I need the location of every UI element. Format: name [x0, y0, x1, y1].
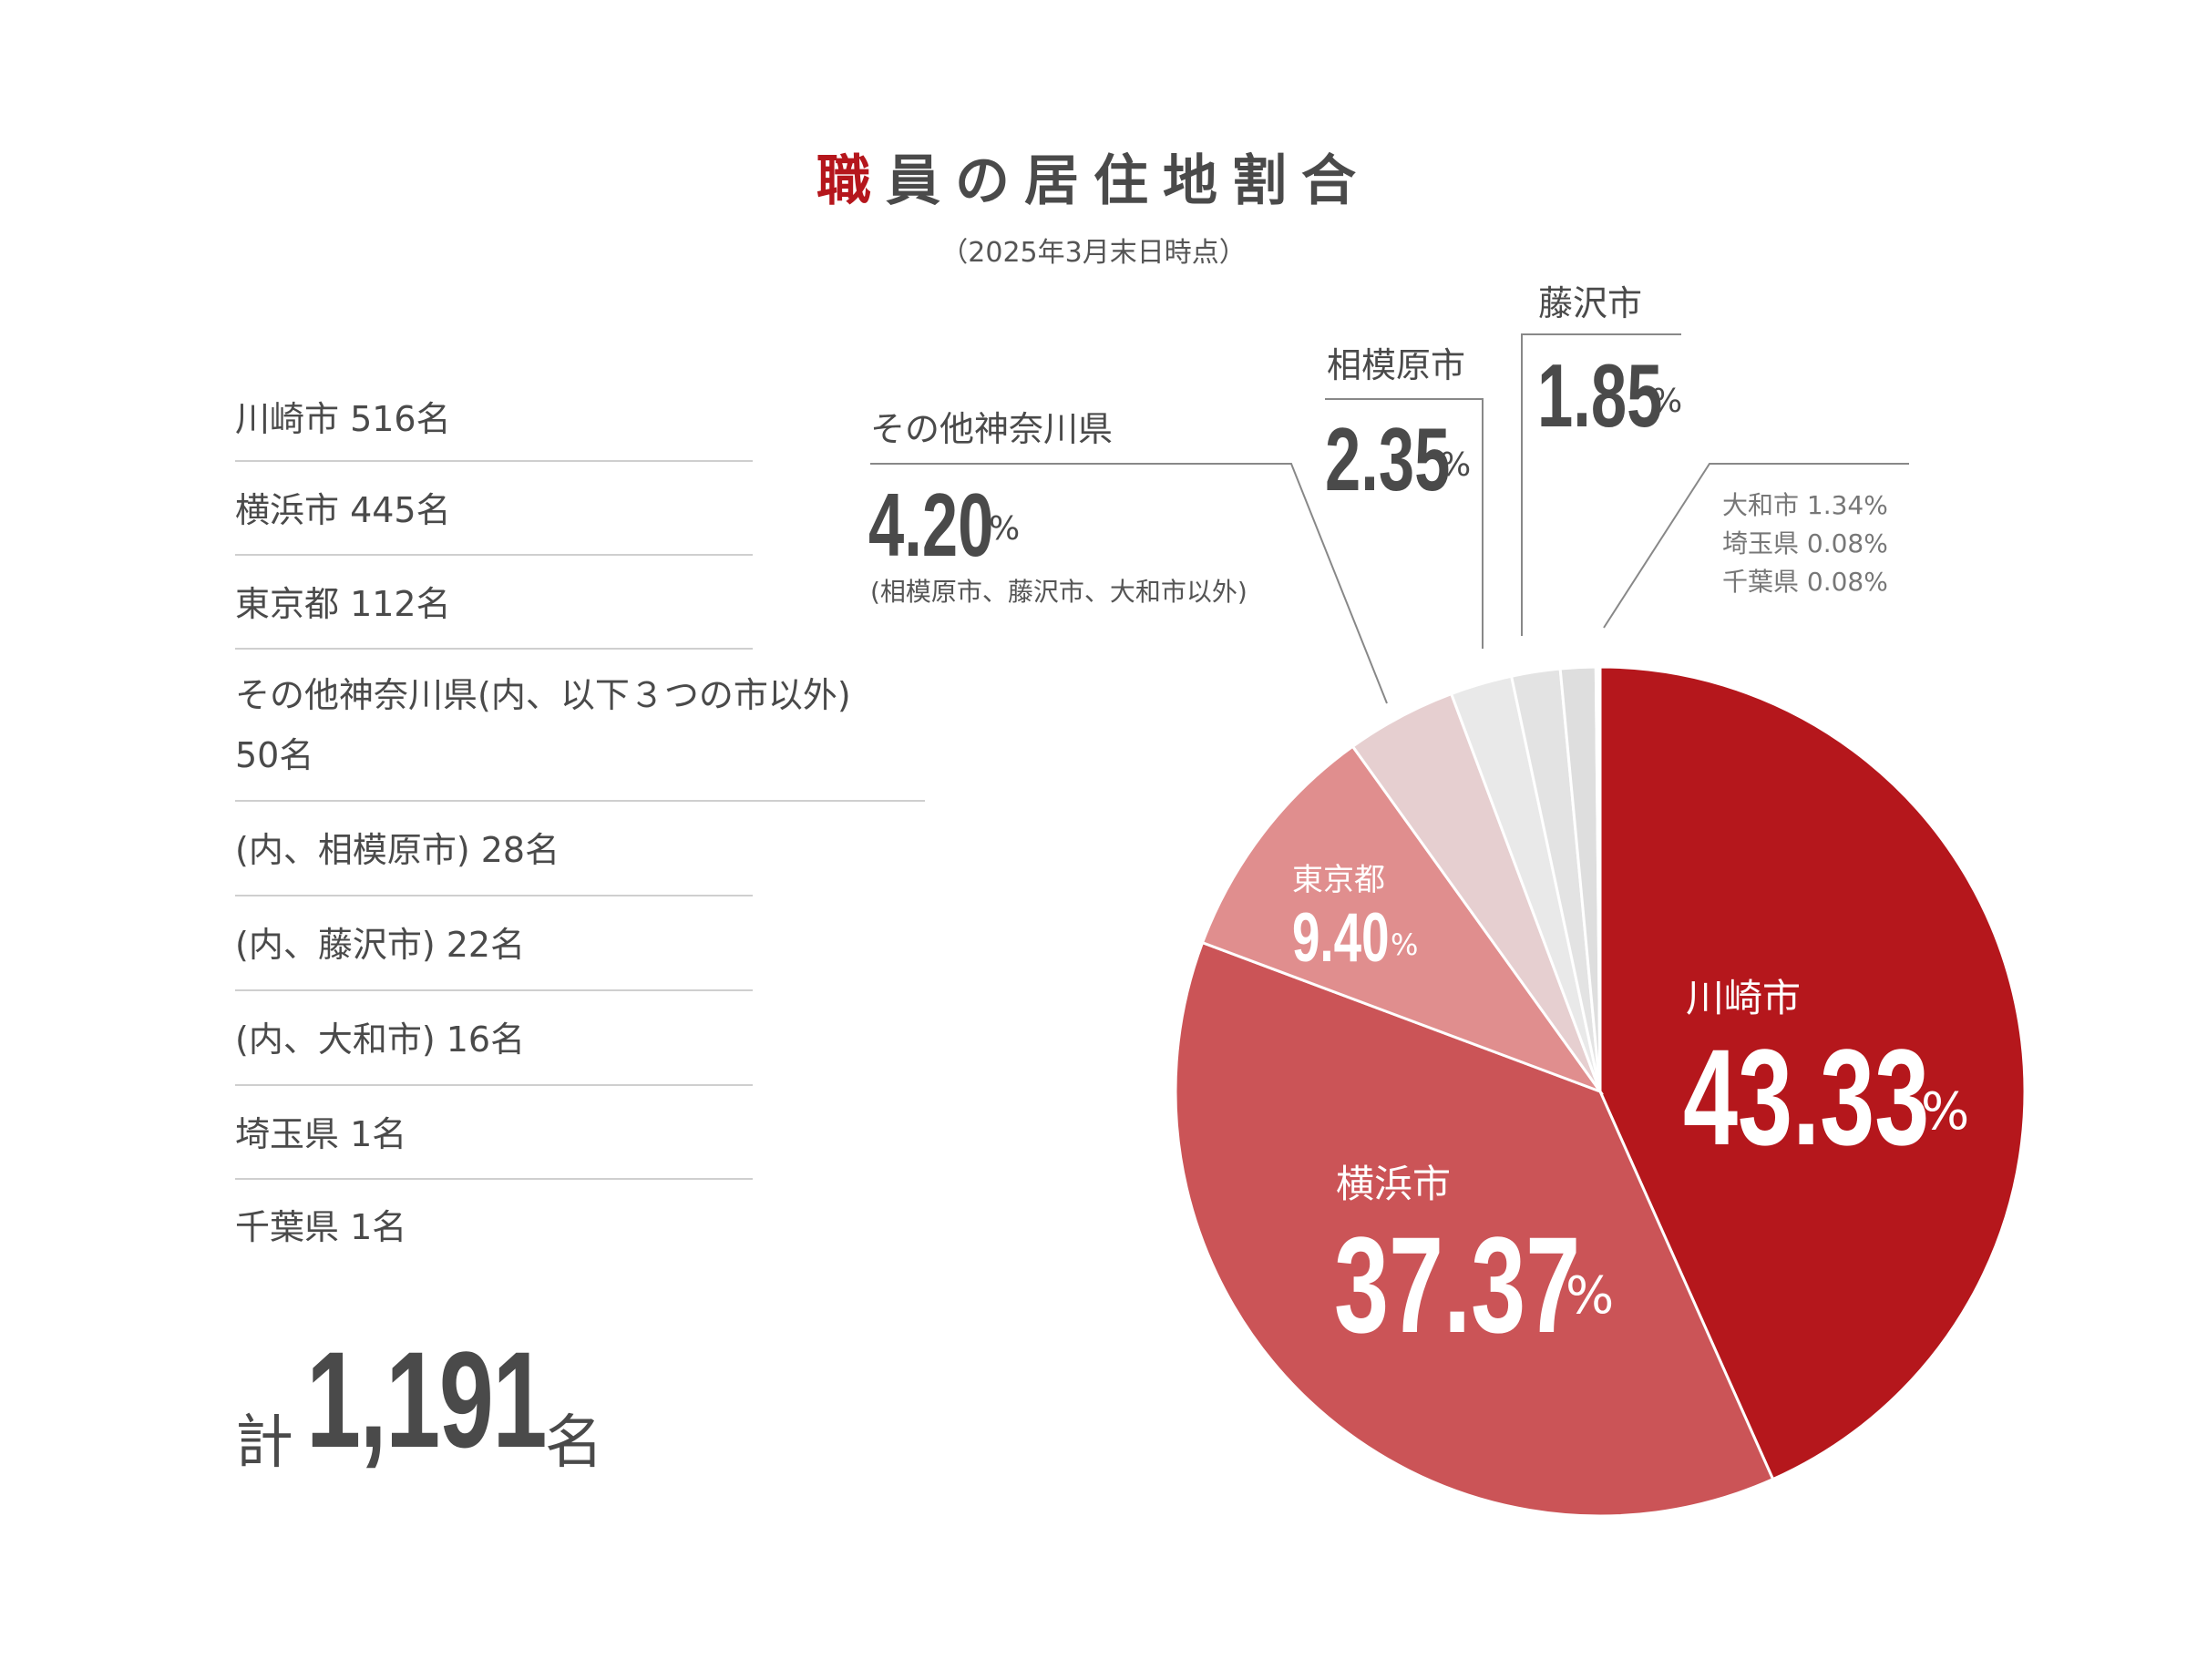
total-prefix: 計 — [235, 1409, 293, 1477]
total-value: 1,191 — [306, 1323, 548, 1476]
total-suffix: 名 — [545, 1409, 603, 1477]
list-item: 川崎市 516名 — [235, 399, 451, 439]
small-label-chiba: 千葉県 0.08% — [1722, 567, 1888, 597]
leader-line-fujisawa — [1521, 333, 1681, 636]
slice-name: 藤沢市 — [1538, 283, 1643, 323]
divider — [235, 989, 753, 991]
list-item: 東京都 112名 — [235, 584, 451, 624]
divider — [235, 895, 753, 896]
list-item: (内、藤沢市) 22名 — [235, 925, 526, 965]
percent-unit: % — [989, 510, 1021, 548]
title-rest: 員の居住地割合 — [886, 149, 1371, 213]
pie-slice-2 — [1200, 744, 1605, 1095]
leader-line-small — [1603, 463, 1909, 629]
slice-percent: 4.20 — [868, 475, 994, 575]
small-label-yamato: 大和市 1.34% — [1722, 490, 1888, 520]
slice-name: その他神奈川県 — [870, 409, 1114, 449]
slice-percent: 43.33 — [1683, 1020, 1930, 1173]
list-item: 横浜市 445名 — [235, 490, 451, 530]
divider — [235, 1178, 753, 1180]
pie-slice-1 — [1174, 940, 1775, 1518]
divider — [235, 800, 925, 802]
divider — [235, 460, 753, 462]
slice-name: 横浜市 — [1336, 1162, 1452, 1206]
chart-subtitle: （2025年3月末日時点） — [940, 237, 1247, 269]
slice-percent: 1.85 — [1537, 345, 1663, 446]
percent-unit: % — [1651, 383, 1683, 420]
slice-percent: 9.40 — [1292, 899, 1390, 977]
leader-line-other — [870, 463, 1388, 704]
slice-note: (相模原市、藤沢市、大和市以外) — [870, 577, 1248, 607]
percent-unit: % — [1391, 927, 1419, 962]
slice-name: 東京都 — [1292, 862, 1385, 898]
list-item: (内、相模原市) 28名 — [235, 830, 560, 870]
slice-percent: 2.35 — [1325, 409, 1451, 509]
leader-line-sagamihara — [1325, 398, 1484, 649]
list-item: 埼玉県 1名 — [235, 1114, 407, 1154]
divider — [235, 648, 753, 650]
title-accent: 職 — [816, 149, 886, 213]
small-label-saitama: 埼玉県 0.08% — [1722, 528, 1888, 558]
percent-unit: % — [1921, 1082, 1970, 1142]
list-item: 千葉県 1名 — [235, 1207, 407, 1247]
slice-percent: 37.37 — [1334, 1208, 1581, 1361]
pie-slice-8 — [1597, 665, 1602, 1092]
chart-title: 職員の居住地割合 — [0, 137, 2187, 216]
divider — [235, 1084, 753, 1086]
percent-unit: % — [1566, 1266, 1615, 1326]
list-item: (内、大和市) 16名 — [235, 1019, 526, 1060]
pie-slice-0 — [1598, 665, 2027, 1481]
list-item: 50名 — [235, 735, 314, 775]
slice-label-small: 大和市 1.34% 埼玉県 0.08% 千葉県 0.08% — [1722, 487, 1888, 601]
list-item: その他神奈川県(内、以下３つの市以外) — [235, 675, 851, 715]
slice-name: 相模原市 — [1327, 345, 1466, 385]
divider — [235, 554, 753, 556]
percent-unit: % — [1440, 446, 1472, 484]
slice-name: 川崎市 — [1686, 976, 1802, 1020]
